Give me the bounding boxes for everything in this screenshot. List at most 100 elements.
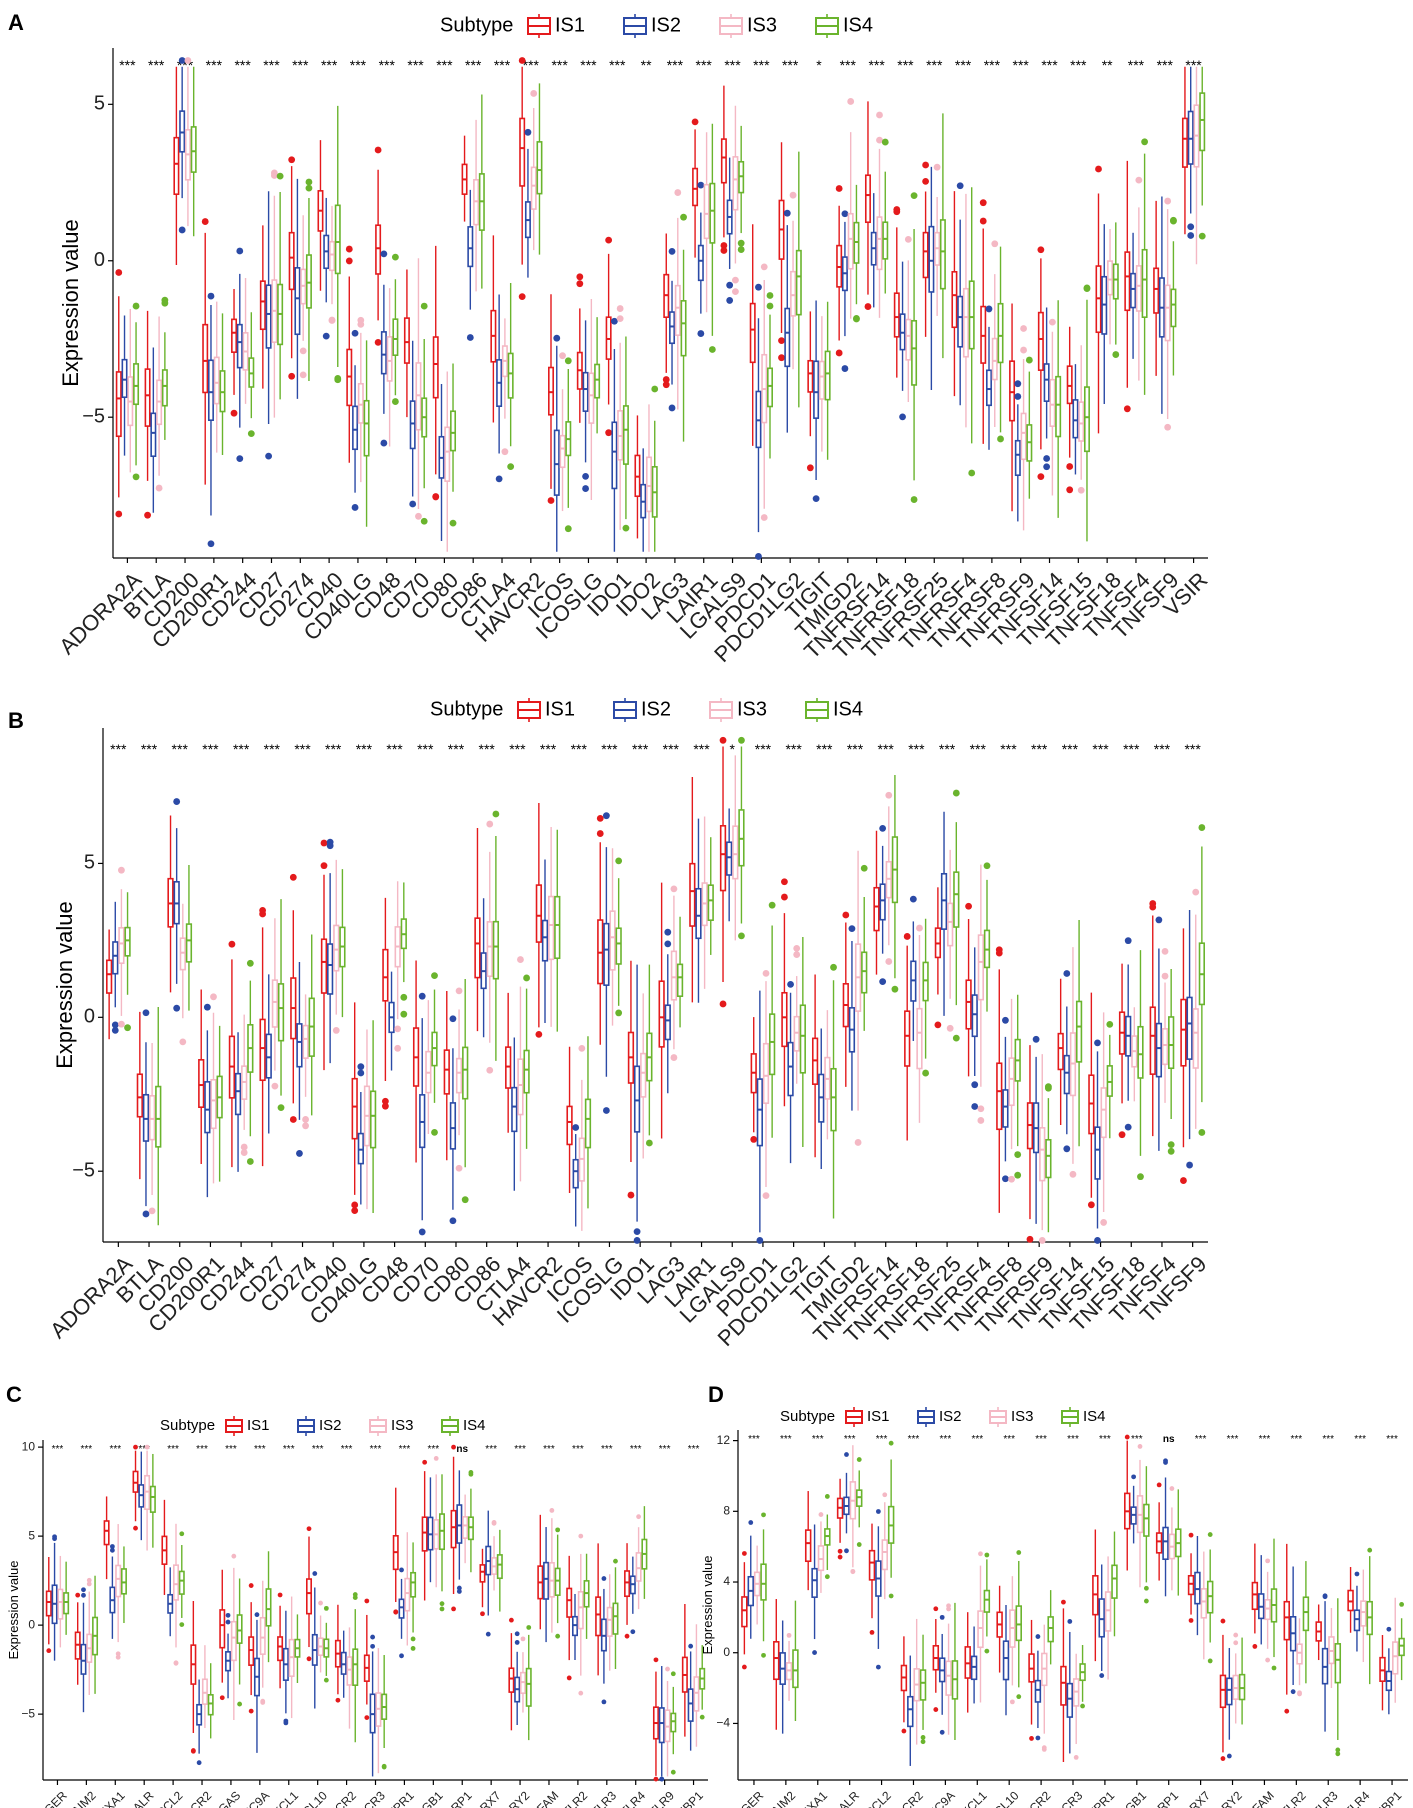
- box-IS4: [449, 363, 457, 527]
- outlier-point: [132, 473, 140, 481]
- box-body: [1168, 1016, 1175, 1070]
- box-body: [692, 167, 699, 207]
- category-CD70: CD70***: [387, 741, 444, 1309]
- outlier-point: [456, 1585, 462, 1591]
- box-body: [121, 358, 128, 399]
- outlier-point: [670, 1671, 676, 1677]
- outlier-point: [1367, 1547, 1373, 1553]
- outlier-point: [439, 1606, 445, 1612]
- x-tick-label: TLR4: [1342, 1788, 1373, 1808]
- legend-label-IS3: IS3: [1011, 1408, 1034, 1425]
- outlier-point: [670, 1054, 678, 1061]
- box-body: [213, 356, 220, 405]
- box-IS2: [418, 992, 426, 1236]
- outlier-point: [670, 885, 678, 893]
- x-tick-label: ZBP1: [1373, 1788, 1404, 1808]
- significance-label: ***: [1185, 57, 1202, 73]
- significance-label: ***: [572, 1444, 584, 1455]
- significance-label: ***: [1041, 57, 1058, 73]
- box-IS4: [594, 317, 601, 434]
- box-body: [732, 825, 739, 880]
- x-tick-label: AGER: [732, 1788, 766, 1808]
- box-IS3: [977, 1551, 984, 1703]
- box-IS4: [795, 151, 802, 408]
- box-IS4: [536, 83, 543, 255]
- outlier-point: [173, 798, 181, 805]
- outlier-point: [1043, 455, 1051, 462]
- outlier-point: [615, 857, 623, 865]
- box-body: [1153, 267, 1160, 314]
- significance-label: ***: [897, 57, 914, 73]
- box-IS1: [505, 992, 512, 1133]
- significance-label: ***: [206, 57, 223, 73]
- box-body: [566, 1105, 573, 1146]
- outlier-point: [1016, 1550, 1022, 1555]
- significance-label: ***: [908, 1434, 920, 1445]
- box-body: [554, 895, 561, 960]
- box-IS2: [633, 964, 641, 1244]
- significance-label: ***: [448, 741, 465, 757]
- box-body: [45, 1590, 52, 1617]
- outlier-point: [111, 1026, 119, 1034]
- box-body: [467, 1516, 474, 1541]
- outlier-point: [400, 993, 408, 1001]
- box-IS3: [881, 1492, 888, 1600]
- outlier-point: [144, 1444, 150, 1450]
- box-body: [577, 1590, 584, 1630]
- outlier-point: [578, 1533, 584, 1539]
- box-body: [541, 919, 549, 962]
- box-body: [462, 1516, 469, 1539]
- outlier-point: [1014, 380, 1022, 388]
- box-IS1: [773, 1598, 780, 1730]
- box-IS4: [1083, 284, 1091, 542]
- category-TLR2: TLR2 ***: [560, 1444, 591, 1808]
- outlier-point: [1044, 1083, 1052, 1091]
- outlier-point: [449, 1217, 457, 1225]
- x-tick-label: ZBP1: [675, 1788, 706, 1808]
- outlier-point: [1265, 1657, 1271, 1663]
- category-CCL2: CCL2 ***: [154, 1444, 186, 1808]
- significance-label: ***: [782, 57, 799, 73]
- box-IS4: [236, 1578, 243, 1707]
- outlier-point: [178, 226, 186, 234]
- outlier-point: [86, 1581, 92, 1587]
- box-body: [991, 337, 998, 381]
- category-AGER: AGER ***: [36, 1444, 70, 1808]
- outlier-point: [422, 1459, 428, 1465]
- outlier-point: [296, 1150, 303, 1157]
- box-IS1: [132, 1444, 139, 1531]
- box-IS2: [1101, 224, 1108, 404]
- category-TLR9: TLR9 ***: [646, 1444, 677, 1808]
- outlier-point: [602, 812, 610, 820]
- box-body: [1002, 1640, 1010, 1681]
- outlier-point: [1069, 1170, 1077, 1178]
- box-IS4: [190, 66, 197, 237]
- box-IS3: [854, 850, 862, 1146]
- box-IS1: [1153, 200, 1160, 376]
- box-body: [566, 1587, 573, 1618]
- outlier-point: [856, 1542, 862, 1547]
- outlier-point: [320, 839, 328, 847]
- outlier-point: [410, 1636, 416, 1642]
- box-IS1: [1347, 1567, 1354, 1633]
- outlier-point: [142, 1210, 150, 1218]
- box-IS3: [664, 1666, 671, 1777]
- x-tick-label: TLR2: [1278, 1788, 1309, 1808]
- box-body: [986, 369, 992, 407]
- y-tick-label: 0: [94, 249, 105, 271]
- outlier-point: [630, 1629, 636, 1635]
- outlier-point: [1106, 1020, 1114, 1028]
- box-IS3: [946, 849, 954, 1032]
- box-IS2: [1066, 1619, 1074, 1754]
- box-IS3: [885, 791, 893, 965]
- box-IS1: [190, 1601, 197, 1754]
- outlier-point: [762, 969, 770, 977]
- box-body: [676, 963, 684, 998]
- box-body: [148, 1095, 156, 1141]
- outlier-point: [288, 372, 296, 380]
- significance-label: ***: [1070, 57, 1087, 73]
- outlier-point: [399, 1567, 404, 1573]
- box-IS3: [210, 993, 217, 1184]
- box-IS2: [514, 1631, 521, 1725]
- box-IS4: [737, 125, 745, 253]
